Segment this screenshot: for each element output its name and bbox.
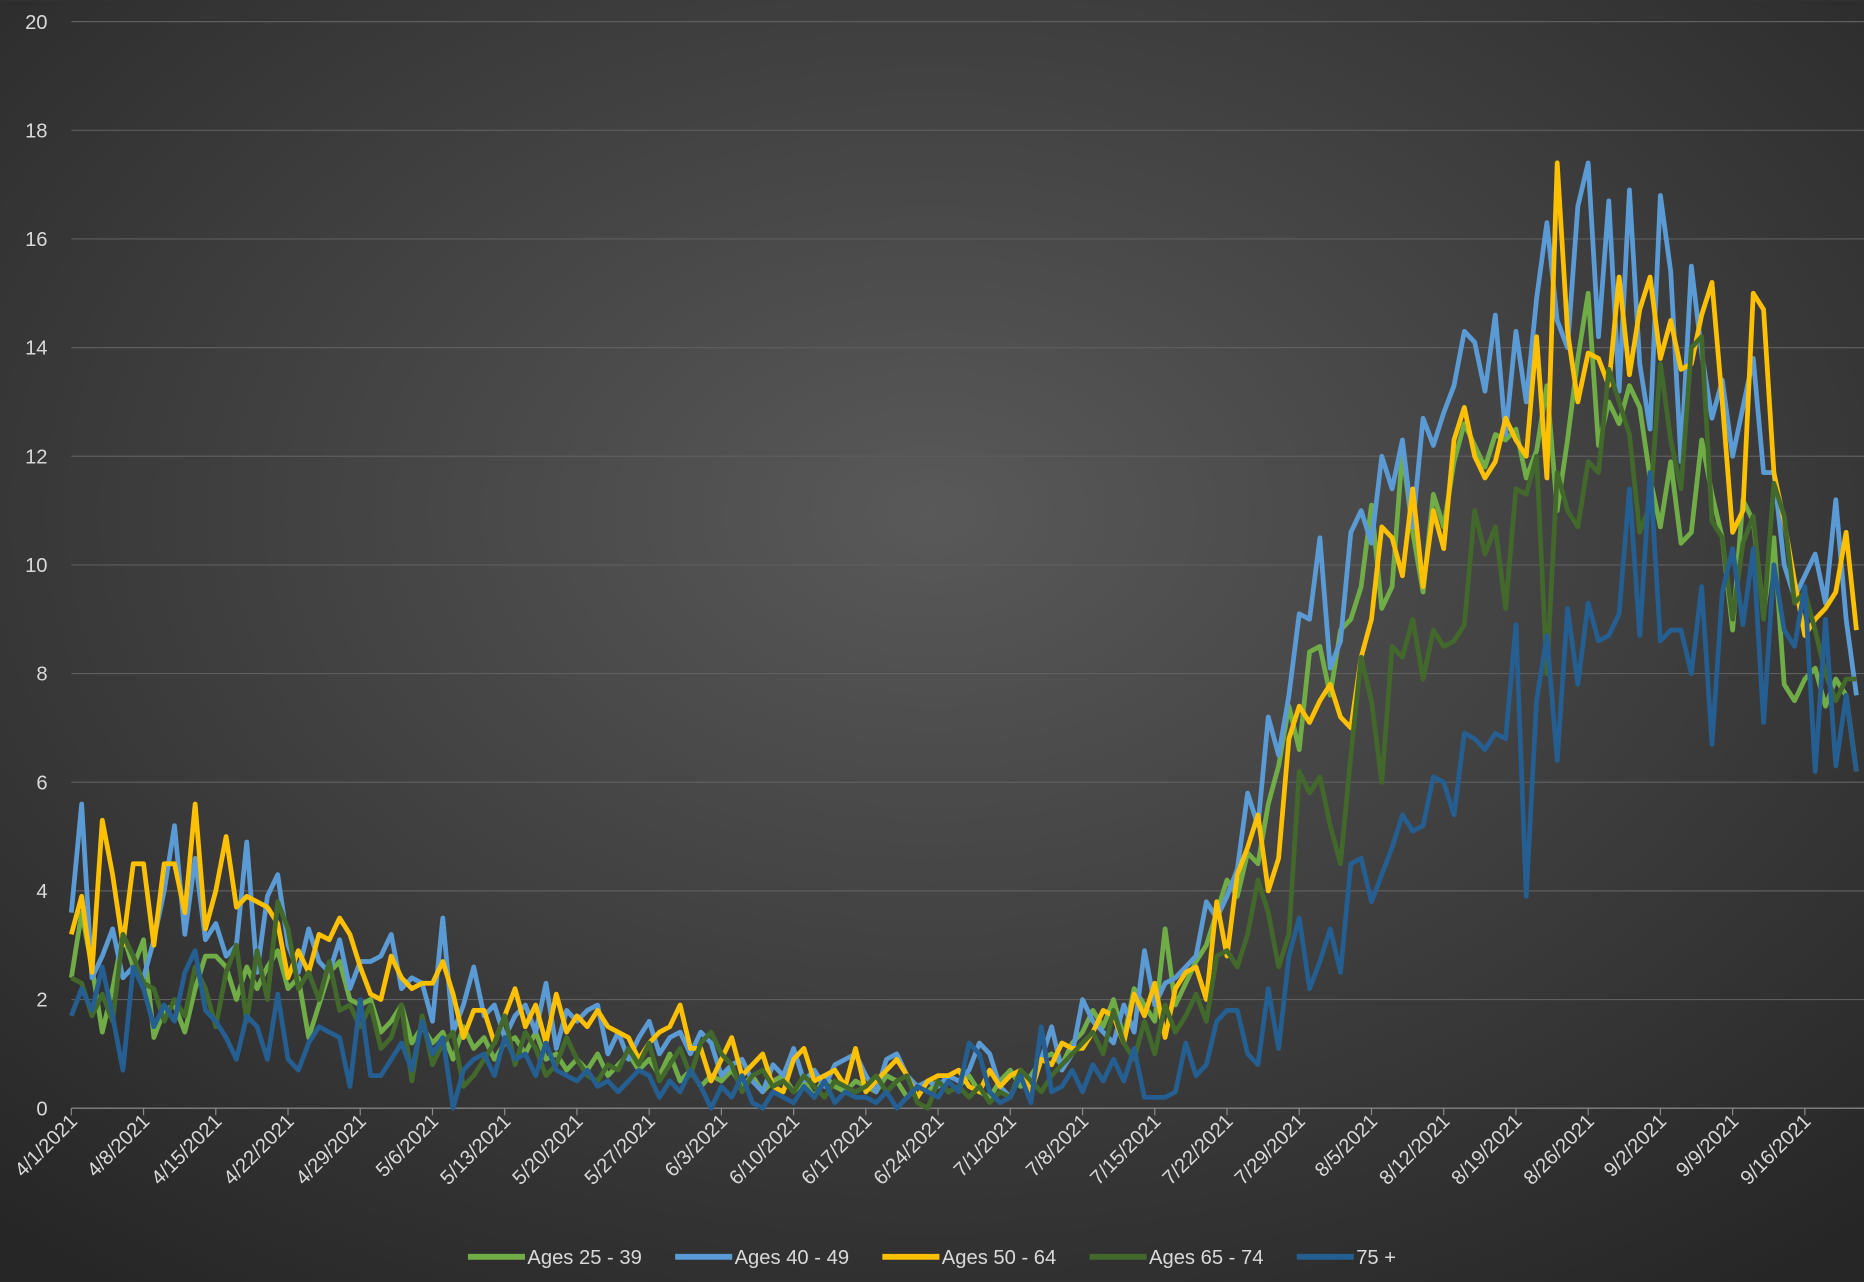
series-line bbox=[70, 334, 1857, 1111]
y-tick-label: 16 bbox=[25, 229, 47, 251]
y-tick-label: 4 bbox=[36, 881, 47, 903]
legend-label: Ages 50 - 64 bbox=[942, 1247, 1056, 1269]
legend-label: Ages 25 - 39 bbox=[527, 1247, 641, 1269]
y-tick-label: 14 bbox=[25, 338, 47, 360]
y-tick-label: 18 bbox=[25, 120, 47, 142]
legend-label: 75 + bbox=[1356, 1247, 1396, 1269]
legend: Ages 25 - 39 Ages 40 - 49 Ages 50 - 64 Ages… bbox=[467, 1247, 1396, 1269]
y-tick-label: 10 bbox=[25, 555, 47, 577]
y-tick-label: 2 bbox=[36, 990, 47, 1012]
y-tick-label: 20 bbox=[25, 12, 47, 34]
legend-label: Ages 40 - 49 bbox=[735, 1247, 849, 1269]
y-tick-label: 8 bbox=[36, 664, 47, 686]
series-line bbox=[69, 470, 1859, 1111]
legend-label: Ages 65 - 74 bbox=[1149, 1247, 1263, 1269]
y-tick-label: 0 bbox=[36, 1098, 47, 1120]
y-tick-label: 6 bbox=[36, 772, 47, 794]
y-tick-label: 12 bbox=[25, 446, 47, 468]
